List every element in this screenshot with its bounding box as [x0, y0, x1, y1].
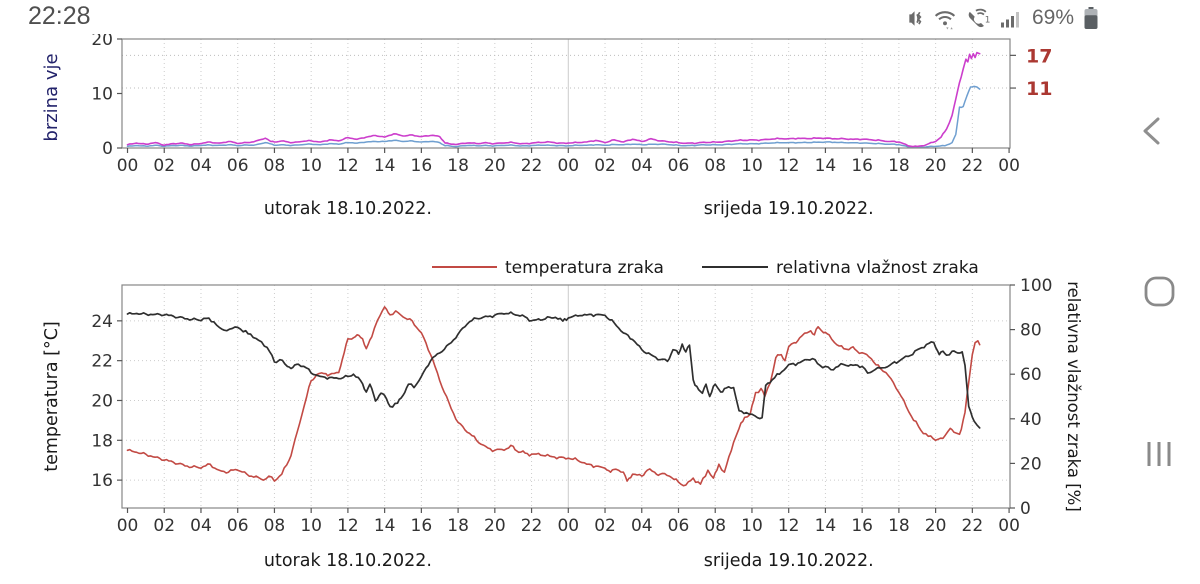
y-tick-label-left: 0	[102, 139, 113, 159]
x-tick-label: 16	[411, 156, 433, 176]
temp-humidity-chart: 00 02 04 06 08 10 12 14 16 18 20 22 00 02 04 06 08 10 12 14…	[42, 258, 1083, 571]
x-tick-label: 22	[962, 156, 984, 176]
day-label: srijeda 19.10.2022.	[704, 199, 874, 219]
x-tick-label: 12	[337, 156, 359, 176]
status-bar: 22:28 1	[0, 0, 1200, 34]
x-tick-label: 10	[741, 516, 763, 536]
signal-strength-icon	[998, 6, 1022, 31]
x-tick-label: 00	[557, 516, 579, 536]
x-tick-label: 22	[521, 516, 543, 536]
humidity-ylabel: relativna vlažnost zraka [%]	[1064, 281, 1083, 512]
x-tick-label: 22	[962, 516, 984, 536]
y-tick-label-left: 20	[91, 30, 113, 50]
day-label: utorak 18.10.2022.	[264, 199, 432, 219]
wifi-icon	[932, 6, 958, 31]
plot-border	[121, 284, 1011, 509]
x-tick-label: 16	[411, 516, 433, 536]
x-tick-label: 18	[888, 156, 910, 176]
battery-icon	[1082, 5, 1100, 31]
recents-button[interactable]	[1138, 436, 1180, 472]
x-tick-label: 02	[153, 156, 175, 176]
temperature-ylabel: temperatura [°C]	[42, 321, 62, 472]
y-tick-label-right: 80	[1020, 321, 1042, 341]
y-tick-label-right: 100	[1020, 276, 1052, 296]
x-tick-label: 00	[998, 516, 1020, 536]
status-icons: 1 69%	[901, 4, 1100, 32]
series-relativna-vlaznost-zraka-line	[126, 311, 981, 429]
back-chevron-icon	[1143, 117, 1160, 145]
current-value-label: 17	[1026, 45, 1052, 67]
x-tick-label: 14	[815, 156, 837, 176]
x-tick-label: 02	[594, 516, 616, 536]
x-tick-label: 02	[594, 156, 616, 176]
legend-label: relativna vlažnost zraka	[776, 258, 979, 278]
wifi-calling-icon: 1	[964, 6, 992, 31]
x-tick-label: 06	[227, 156, 249, 176]
x-tick-label: 12	[337, 516, 359, 536]
x-tick-label: 00	[998, 156, 1020, 176]
x-tick-label: 00	[557, 156, 579, 176]
x-tick-label: 06	[668, 516, 690, 536]
x-tick-label: 04	[190, 516, 212, 536]
x-tick-label: 00	[117, 156, 139, 176]
x-tick-label: 18	[447, 156, 469, 176]
recents-bars-icon	[1147, 442, 1171, 466]
series-refuli-vjetra-line	[126, 51, 981, 148]
x-tick-label: 10	[741, 156, 763, 176]
series-temperatura-zraka-line	[126, 306, 981, 487]
y-tick-label-right: 60	[1020, 365, 1042, 385]
vibrate-icon	[901, 6, 926, 31]
series-brzina-vjetra-line	[126, 85, 981, 149]
x-tick-label: 12	[778, 516, 800, 536]
y-tick-label-left: 20	[91, 391, 113, 411]
x-tick-label: 04	[190, 156, 212, 176]
x-tick-label: 06	[668, 156, 690, 176]
y-tick-label-right: 0	[1020, 499, 1031, 519]
x-tick-label: 14	[815, 516, 837, 536]
x-tick-label: 18	[447, 516, 469, 536]
legend-label: temperatura zraka	[505, 258, 664, 278]
x-tick-label: 10	[300, 516, 322, 536]
home-button[interactable]	[1140, 272, 1180, 312]
back-button[interactable]	[1132, 110, 1174, 152]
x-tick-label: 14	[374, 156, 396, 176]
day-label: srijeda 19.10.2022.	[704, 551, 874, 571]
x-tick-label: 08	[264, 156, 286, 176]
x-tick-label: 06	[227, 516, 249, 536]
y-tick-label-left: 18	[91, 431, 113, 451]
x-tick-label: 02	[153, 516, 175, 536]
wind-speed-chart: 00 02 04 06 08 10 12 14 16 18 20 22 00 02 04 06 08 10 12 14…	[41, 30, 1052, 219]
y-tick-label-left: 10	[91, 85, 113, 105]
x-tick-label: 20	[925, 156, 947, 176]
x-tick-label: 20	[484, 156, 506, 176]
wind-ylabel: brzina vje	[41, 53, 62, 141]
x-tick-label: 04	[631, 516, 653, 536]
day-label: utorak 18.10.2022.	[264, 551, 432, 571]
y-tick-label-left: 24	[91, 312, 113, 332]
x-tick-label: 14	[374, 516, 396, 536]
x-tick-label: 22	[521, 156, 543, 176]
x-tick-label: 18	[888, 516, 910, 536]
battery-percent: 69%	[1031, 6, 1074, 29]
x-tick-label: 16	[851, 156, 873, 176]
x-tick-label: 00	[117, 516, 139, 536]
home-squircle-icon	[1144, 276, 1175, 307]
svg-text:1: 1	[985, 15, 991, 25]
clock: 22:28	[28, 2, 91, 30]
x-tick-label: 04	[631, 156, 653, 176]
x-tick-label: 20	[925, 516, 947, 536]
y-tick-label-right: 40	[1020, 410, 1042, 430]
x-tick-label: 08	[704, 516, 726, 536]
x-tick-label: 16	[851, 516, 873, 536]
y-tick-label-left: 22	[91, 352, 113, 372]
y-tick-label-right: 20	[1020, 454, 1042, 474]
x-tick-label: 20	[484, 516, 506, 536]
y-tick-label-left: 16	[91, 471, 113, 491]
x-tick-label: 10	[300, 156, 322, 176]
x-tick-label: 08	[704, 156, 726, 176]
x-tick-label: 08	[264, 516, 286, 536]
x-tick-label: 12	[778, 156, 800, 176]
current-value-label: 11	[1026, 78, 1052, 100]
